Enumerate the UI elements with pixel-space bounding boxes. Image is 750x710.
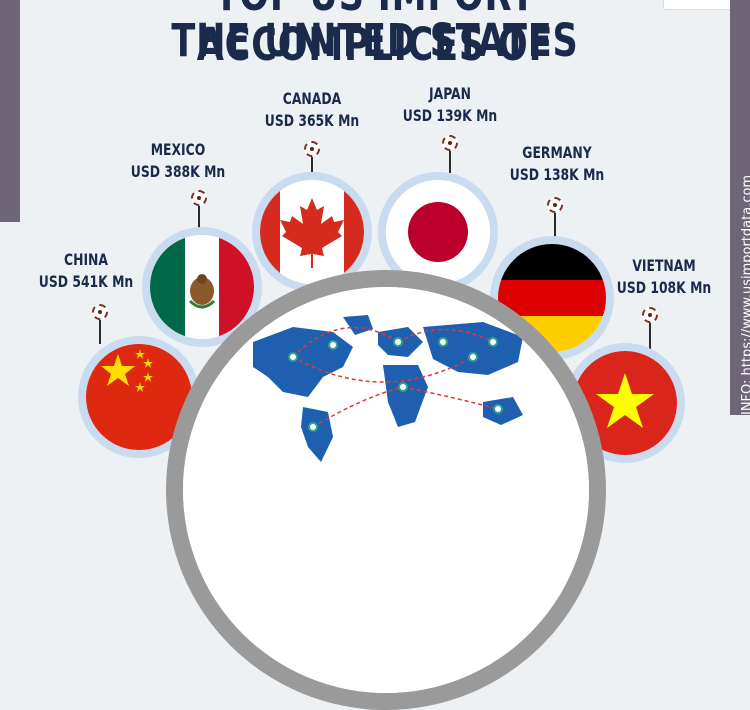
source-url: INFO: https://www.usimportdata.com [740, 174, 750, 415]
canada-flag-icon [260, 180, 364, 284]
connector-line [198, 206, 200, 228]
country-value: USD 108K Mn [616, 278, 712, 297]
country-name: VIETNAM [632, 256, 696, 275]
pin-icon [191, 190, 207, 206]
pin-icon [92, 304, 108, 320]
pin-icon [547, 197, 563, 213]
country-value: USD 365K Mn [264, 111, 360, 130]
pin-icon [304, 141, 320, 157]
connector-line [311, 157, 313, 173]
country-label-germany: GERMANY USD 138K Mn [488, 142, 626, 186]
country-label-japan: JAPAN USD 139K Mn [381, 83, 519, 127]
connector-line [649, 323, 651, 349]
connector-line [449, 151, 451, 173]
title-line-1: TOP US IMPORT ACCOMPLICES OF [196, 0, 554, 71]
pin-icon [442, 135, 458, 151]
title-line-2: THE UNITED STATES [171, 14, 579, 67]
mexico-flag-icon [150, 235, 254, 339]
left-accent-bar [0, 0, 20, 222]
country-label-mexico: MEXICO USD 388K Mn [109, 139, 247, 183]
world-map-icon [183, 287, 589, 693]
country-value: USD 388K Mn [130, 162, 226, 181]
country-value: USD 139K Mn [402, 106, 498, 125]
country-name: CHINA [64, 250, 108, 269]
country-value: USD 541K Mn [38, 272, 134, 291]
country-name: GERMANY [522, 143, 592, 162]
country-name: MEXICO [150, 140, 206, 159]
country-label-vietnam: VIETNAM USD 108K Mn [595, 255, 733, 299]
japan-flag-icon [386, 180, 490, 284]
country-value: USD 138K Mn [509, 165, 605, 184]
country-name: CANADA [282, 89, 342, 108]
country-label-china: CHINA USD 541K Mn [17, 249, 155, 293]
source-sidebar: INFO: https://www.usimportdata.com [730, 0, 750, 415]
connector-line [554, 213, 556, 237]
country-label-canada: CANADA USD 365K Mn [243, 88, 381, 132]
country-name: JAPAN [429, 84, 471, 103]
pin-icon [642, 307, 658, 323]
connector-line [99, 320, 101, 344]
